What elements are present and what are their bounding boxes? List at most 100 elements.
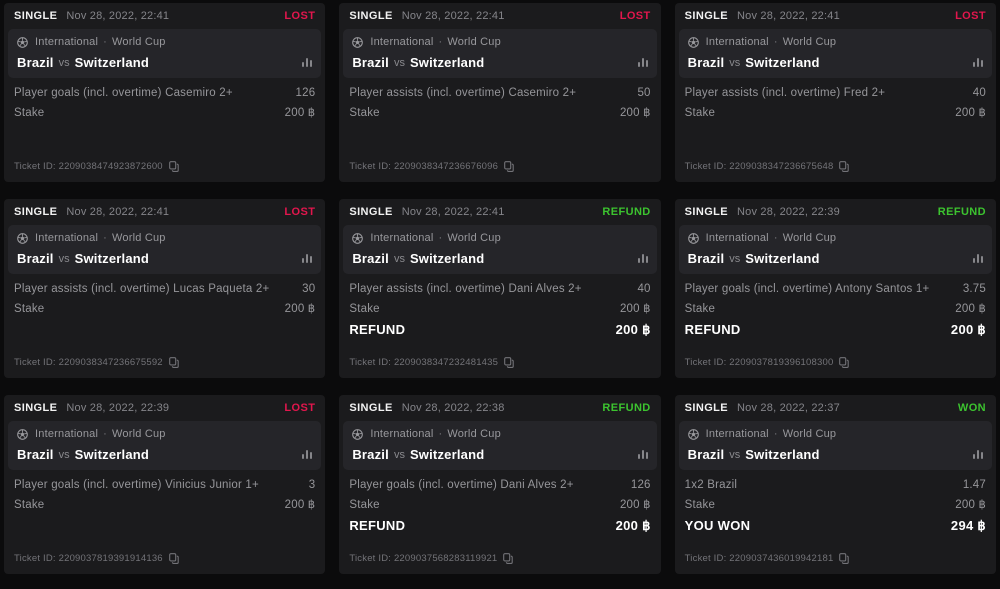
away-team: Switzerland <box>409 447 485 462</box>
copy-icon[interactable] <box>503 553 514 564</box>
card-header: SINGLE Nov 28, 2022, 22:41 LOST <box>4 3 325 29</box>
card-header: SINGLE Nov 28, 2022, 22:41 LOST <box>4 199 325 225</box>
ticket-id-value: 2209038347236675592 <box>58 357 163 368</box>
stats-bar-chart-icon[interactable] <box>973 450 983 459</box>
bet-datetime: Nov 28, 2022, 22:38 <box>401 402 505 414</box>
match-panel[interactable]: International · World Cup Brazil vs Swit… <box>8 421 322 470</box>
soccer-ball-icon <box>687 428 699 440</box>
ticket-row: Ticket ID: 2209037819396108300 <box>675 357 996 378</box>
match-panel[interactable]: International · World Cup Brazil vs Swit… <box>8 29 322 78</box>
away-team: Switzerland <box>745 251 820 266</box>
league-row: International · World Cup <box>17 36 312 48</box>
away-team: Switzerland <box>409 251 485 266</box>
stake-label: Stake <box>684 107 716 119</box>
bet-datetime: Nov 28, 2022, 22:37 <box>737 402 840 414</box>
stake-label: Stake <box>349 303 380 315</box>
ticket-prefix: Ticket ID: <box>14 357 56 368</box>
stats-bar-chart-icon[interactable] <box>637 58 648 67</box>
bet-odds-value: 30 <box>302 283 316 295</box>
league-row: International · World Cup <box>352 428 647 440</box>
copy-icon[interactable] <box>504 357 514 368</box>
ticket-id-label: Ticket ID: 2209037568283119921 <box>349 553 497 564</box>
stats-bar-chart-icon[interactable] <box>973 254 983 263</box>
copy-icon[interactable] <box>504 161 514 172</box>
bet-card: SINGLE Nov 28, 2022, 22:38 REFUND Intern… <box>339 395 661 574</box>
match-panel[interactable]: International · World Cup Brazil vs Swit… <box>678 421 992 470</box>
stake-label: Stake <box>349 499 380 511</box>
copy-icon[interactable] <box>168 357 179 368</box>
result-row: REFUND 200 ฿ <box>339 322 660 338</box>
home-team: Brazil <box>687 55 725 70</box>
bet-selection-label: Player goals (incl. overtime) Vinicius J… <box>14 479 259 491</box>
competition-name: World Cup <box>447 428 501 440</box>
match-panel[interactable]: International · World Cup Brazil vs Swit… <box>343 421 657 470</box>
ticket-id-label: Ticket ID: 2209038347236675648 <box>685 161 834 172</box>
bet-type-label: SINGLE <box>684 10 729 22</box>
stats-bar-chart-icon[interactable] <box>302 58 313 67</box>
league-name: International <box>35 36 99 48</box>
vs-label: vs <box>58 252 70 265</box>
copy-icon[interactable] <box>168 161 179 172</box>
stake-row: Stake 200 ฿ <box>339 301 660 315</box>
home-team: Brazil <box>17 55 54 70</box>
bet-selection-label: Player assists (incl. overtime) Lucas Pa… <box>14 283 270 295</box>
league-separator: · <box>438 232 443 244</box>
ticket-id-value: 2209038347232481435 <box>393 357 499 368</box>
match-panel[interactable]: International · World Cup Brazil vs Swit… <box>343 29 657 78</box>
bet-type-label: SINGLE <box>349 402 393 414</box>
vs-label: vs <box>729 252 741 265</box>
stats-bar-chart-icon[interactable] <box>637 254 648 263</box>
competition-name: World Cup <box>782 428 837 440</box>
stake-value: 200 ฿ <box>619 499 651 511</box>
home-team: Brazil <box>352 447 389 462</box>
ticket-row: Ticket ID: 2209037819391914136 <box>4 553 325 574</box>
stats-bar-chart-icon[interactable] <box>637 450 648 459</box>
league-row: International · World Cup <box>352 232 647 244</box>
teams-row: Brazil vs Switzerland <box>17 251 313 266</box>
ticket-id-label: Ticket ID: 2209037436019942181 <box>685 553 834 564</box>
match-panel[interactable]: International · World Cup Brazil vs Swit… <box>343 225 657 274</box>
card-header: SINGLE Nov 28, 2022, 22:41 LOST <box>339 3 660 29</box>
bet-card: SINGLE Nov 28, 2022, 22:39 REFUND Intern… <box>674 199 996 378</box>
stats-bar-chart-icon[interactable] <box>302 450 313 459</box>
status-badge: REFUND <box>602 402 651 414</box>
bet-selection-label: Player assists (incl. overtime) Fred 2+ <box>684 87 886 99</box>
league-separator: · <box>438 36 443 48</box>
bet-selection-row: Player goals (incl. overtime) Casemiro 2… <box>4 87 325 99</box>
league-name: International <box>705 232 769 244</box>
bet-card: SINGLE Nov 28, 2022, 22:41 LOST Internat… <box>4 3 326 182</box>
match-panel[interactable]: International · World Cup Brazil vs Swit… <box>8 225 322 274</box>
away-team: Switzerland <box>745 55 820 70</box>
status-badge: REFUND <box>602 206 651 218</box>
competition-name: World Cup <box>112 428 166 440</box>
result-label: REFUND <box>684 322 741 337</box>
bet-card: SINGLE Nov 28, 2022, 22:41 LOST Internat… <box>674 3 996 182</box>
bet-selection-row: Player assists (incl. overtime) Dani Alv… <box>339 283 660 295</box>
soccer-ball-icon <box>17 232 28 244</box>
ticket-prefix: Ticket ID: <box>684 553 727 564</box>
copy-icon[interactable] <box>168 553 179 564</box>
bet-odds-value: 50 <box>637 87 651 99</box>
stake-row: Stake 200 ฿ <box>4 301 325 315</box>
ticket-prefix: Ticket ID: <box>14 161 56 172</box>
bet-selection-label: Player goals (incl. overtime) Casemiro 2… <box>14 87 233 99</box>
ticket-row: Ticket ID: 2209038347232481435 <box>339 357 660 378</box>
ticket-prefix: Ticket ID: <box>684 161 727 172</box>
card-header: SINGLE Nov 28, 2022, 22:39 REFUND <box>675 199 996 225</box>
bet-card: SINGLE Nov 28, 2022, 22:41 LOST Internat… <box>339 3 661 182</box>
match-panel[interactable]: International · World Cup Brazil vs Swit… <box>678 225 992 274</box>
stats-bar-chart-icon[interactable] <box>973 58 983 67</box>
copy-icon[interactable] <box>839 553 850 564</box>
result-amount: 294 ฿ <box>950 518 986 533</box>
bet-card: SINGLE Nov 28, 2022, 22:41 LOST Internat… <box>4 199 326 378</box>
stats-bar-chart-icon[interactable] <box>302 254 313 263</box>
stake-value: 200 ฿ <box>955 303 986 315</box>
copy-icon[interactable] <box>839 357 850 368</box>
league-separator: · <box>103 232 108 244</box>
vs-label: vs <box>58 448 70 461</box>
league-separator: · <box>773 36 778 48</box>
home-team: Brazil <box>687 447 725 462</box>
copy-icon[interactable] <box>839 161 850 172</box>
ticket-id-value: 2209037819396108300 <box>729 357 834 368</box>
match-panel[interactable]: International · World Cup Brazil vs Swit… <box>678 29 992 78</box>
